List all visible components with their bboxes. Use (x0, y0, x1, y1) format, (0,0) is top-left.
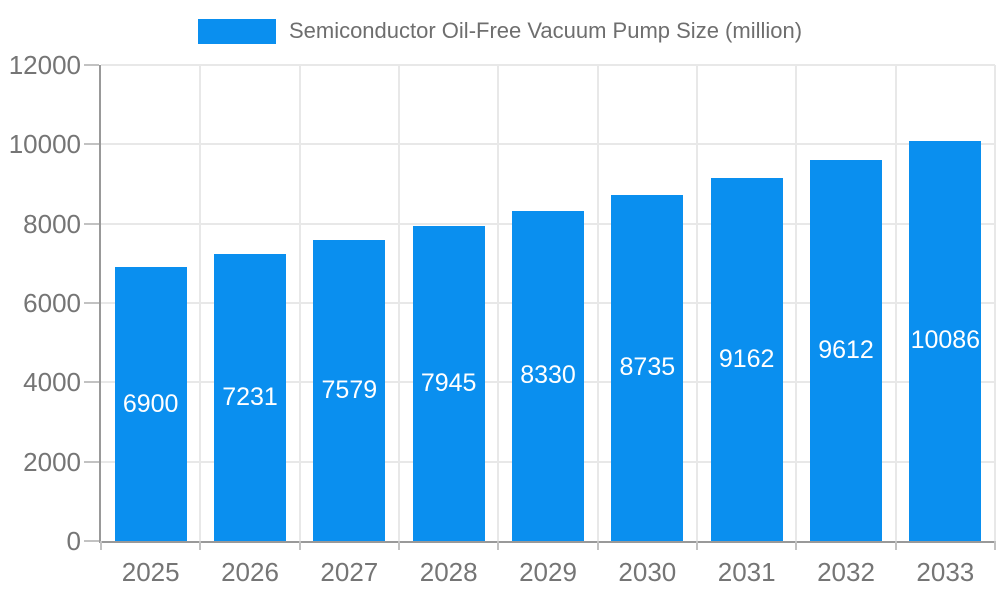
y-axis-tick (84, 460, 99, 463)
x-tick-label: 2027 (320, 557, 379, 587)
bar-value-label: 10086 (910, 326, 981, 355)
y-tick-label: 2000 (23, 446, 81, 477)
bar-2030[interactable]: 8735 (611, 194, 684, 541)
bar-2033[interactable]: 10086 (909, 140, 982, 541)
v-gridline (596, 65, 599, 541)
y-tick-label: 12000 (8, 50, 81, 80)
bar-value-label: 7945 (420, 368, 477, 397)
x-axis-tick (696, 541, 698, 550)
legend-swatch (197, 18, 276, 44)
x-tick-label: 2028 (419, 557, 478, 587)
bar-2025[interactable]: 6900 (114, 267, 187, 541)
bar-value-label: 8330 (520, 361, 576, 390)
y-tick-label: 8000 (23, 208, 81, 239)
x-axis-tick (298, 541, 301, 550)
y-tick-label: 6000 (23, 288, 81, 318)
bar-value-label: 8735 (619, 353, 676, 382)
bar-value-label: 7579 (321, 376, 378, 405)
y-axis-tick (84, 222, 99, 225)
v-gridline (894, 65, 897, 541)
x-tick-label: 2026 (221, 557, 279, 587)
x-axis-tick (596, 541, 599, 550)
h-gridline (101, 143, 995, 146)
v-gridline (795, 65, 798, 541)
x-axis-tick (398, 541, 400, 550)
legend-item[interactable]: Semiconductor Oil-Free Vacuum Pump Size … (197, 18, 803, 44)
bar-value-label: 9162 (718, 344, 775, 373)
x-tick-label: 2029 (519, 557, 577, 587)
bar-value-label: 9612 (818, 335, 874, 364)
v-gridline (199, 65, 202, 541)
x-tick-label: 2033 (916, 557, 975, 587)
y-axis-tick (84, 143, 99, 146)
bar-2029[interactable]: 8330 (512, 210, 584, 541)
x-axis-tick (100, 541, 102, 550)
v-gridline (994, 65, 996, 541)
x-axis-tick (894, 541, 897, 550)
bar-value-label: 7231 (222, 383, 278, 412)
y-tick-label: 0 (66, 526, 81, 556)
x-tick-label: 2025 (121, 557, 180, 587)
x-axis-tick (795, 541, 798, 550)
x-tick-label: 2031 (717, 557, 776, 587)
y-tick-label: 4000 (23, 367, 81, 398)
v-gridline (298, 65, 301, 541)
bar-2027[interactable]: 7579 (313, 240, 386, 541)
legend-label: Semiconductor Oil-Free Vacuum Pump Size … (288, 18, 803, 43)
v-gridline (696, 65, 698, 541)
x-tick-label: 2032 (817, 557, 875, 587)
bar-value-label: 6900 (122, 389, 179, 418)
plot-area: 0 2000 4000 6000 8000 10000 12000 6900 2025 7231 2… (9, 50, 996, 587)
bar-2032[interactable]: 9612 (810, 159, 882, 541)
y-axis-tick (84, 64, 99, 66)
x-axis-tick (497, 541, 500, 550)
bar-2028[interactable]: 7945 (412, 225, 485, 541)
y-axis-tick (84, 302, 99, 304)
v-gridline (398, 65, 400, 541)
bar-2031[interactable]: 9162 (710, 177, 783, 541)
x-axis-tick (994, 541, 996, 550)
legend: Semiconductor Oil-Free Vacuum Pump Size … (0, 18, 1000, 44)
v-gridline (497, 65, 500, 541)
y-axis-tick (84, 381, 99, 384)
x-axis-tick (199, 541, 202, 550)
y-axis-tick (84, 540, 99, 542)
bar-2026[interactable]: 7231 (214, 254, 286, 541)
y-tick-label: 10000 (8, 129, 81, 160)
h-gridline (101, 64, 995, 66)
x-tick-label: 2030 (618, 557, 677, 587)
